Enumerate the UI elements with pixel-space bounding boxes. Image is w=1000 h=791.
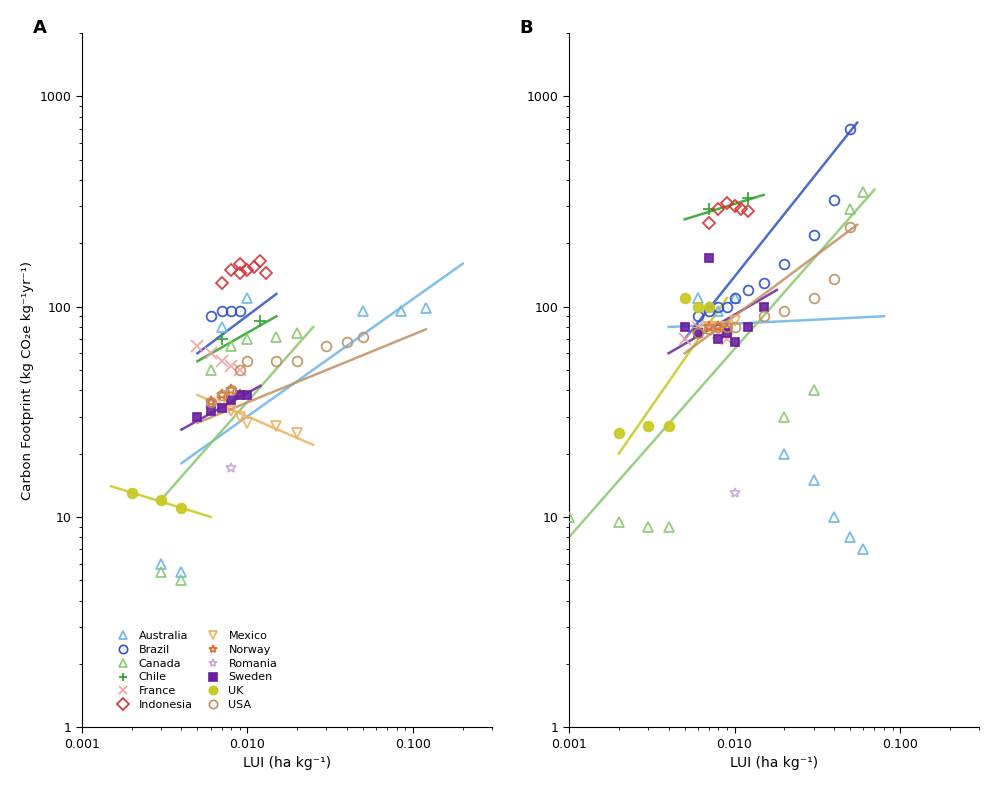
Text: B: B bbox=[520, 19, 533, 37]
X-axis label: LUI (ha kg⁻¹): LUI (ha kg⁻¹) bbox=[730, 756, 818, 770]
Legend: Australia, Brazil, Canada, Chile, France, Indonesia, Mexico, Norway, Romania, Sw: Australia, Brazil, Canada, Chile, France… bbox=[108, 626, 282, 715]
X-axis label: LUI (ha kg⁻¹): LUI (ha kg⁻¹) bbox=[243, 756, 331, 770]
Text: A: A bbox=[32, 19, 46, 37]
Y-axis label: Carbon Footprint (kg CO₂e kg⁻¹yr⁻¹): Carbon Footprint (kg CO₂e kg⁻¹yr⁻¹) bbox=[21, 260, 34, 500]
